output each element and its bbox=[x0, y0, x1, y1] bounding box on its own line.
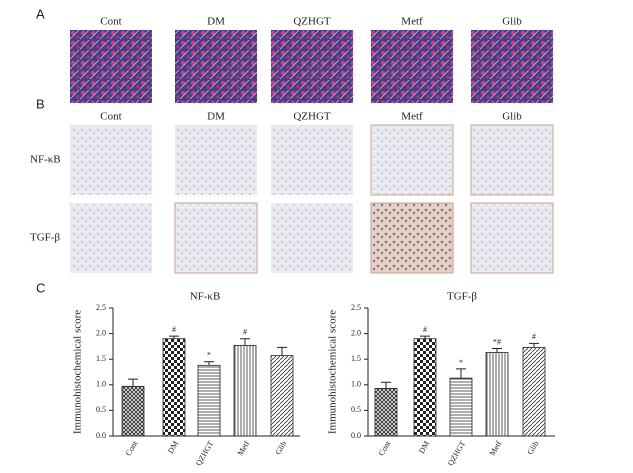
ihc-image bbox=[70, 203, 152, 273]
significance-mark: # bbox=[423, 325, 427, 334]
error-bar bbox=[420, 335, 430, 339]
chart-title: NF-κB bbox=[190, 291, 221, 303]
significance-mark: # bbox=[243, 328, 247, 337]
column-label: QZHGT bbox=[293, 111, 331, 123]
y-tick-label: 2.0 bbox=[351, 328, 361, 337]
he-image bbox=[175, 30, 257, 103]
bar bbox=[522, 347, 546, 437]
column-label: Metf bbox=[401, 16, 423, 28]
error-bar bbox=[381, 381, 391, 389]
ihc-image bbox=[70, 125, 152, 195]
significance-mark: # bbox=[172, 325, 176, 334]
column-label: Cont bbox=[100, 16, 121, 28]
bar bbox=[233, 344, 257, 437]
y-tick-label: 0.0 bbox=[96, 431, 106, 440]
he-image bbox=[271, 30, 353, 103]
chart-title: TGF-β bbox=[447, 291, 477, 303]
y-axis-title: Immunohistochemical score bbox=[72, 310, 84, 434]
significance-mark: # bbox=[532, 332, 536, 341]
bar bbox=[121, 385, 145, 437]
ihc-image bbox=[174, 202, 258, 274]
ihc-image bbox=[370, 202, 454, 274]
x-tick-label: Cont bbox=[377, 439, 393, 458]
error-bar bbox=[492, 347, 502, 353]
x-tick-label: Glib bbox=[273, 439, 288, 456]
ihc-image bbox=[470, 202, 554, 274]
column-label: DM bbox=[207, 16, 225, 28]
ihc-image bbox=[271, 125, 353, 195]
bar bbox=[413, 338, 437, 437]
x-tick-label: Glib bbox=[525, 439, 540, 456]
significance-mark: * bbox=[459, 358, 463, 367]
ihc-image bbox=[271, 203, 353, 273]
y-tick-label: 2.0 bbox=[96, 328, 106, 337]
y-tick-label: 1.0 bbox=[351, 380, 361, 389]
error-bar bbox=[456, 368, 466, 379]
column-label: QZHGT bbox=[293, 16, 331, 28]
row-label: NF-κB bbox=[30, 154, 61, 166]
y-tick-label: 0.5 bbox=[351, 405, 361, 414]
he-image bbox=[371, 30, 453, 103]
he-image bbox=[471, 30, 553, 103]
y-tick-label: 1.5 bbox=[96, 354, 106, 363]
ihc-image bbox=[470, 124, 554, 196]
ihc-image bbox=[175, 125, 257, 195]
ihc-image bbox=[370, 124, 454, 196]
error-bar bbox=[128, 378, 138, 387]
x-tick-label: QZHGT bbox=[194, 439, 215, 467]
x-tick-label: Metf bbox=[236, 439, 252, 457]
bar bbox=[485, 352, 509, 437]
row-label: TGF-β bbox=[30, 232, 60, 244]
panel-label: C bbox=[36, 280, 45, 295]
y-tick-label: 1.0 bbox=[96, 380, 106, 389]
significance-mark: *# bbox=[493, 337, 501, 346]
y-axis-title: Immunohistochemical score bbox=[327, 310, 339, 434]
panel-label: A bbox=[36, 6, 45, 21]
column-label: Glib bbox=[502, 16, 522, 28]
error-bar bbox=[277, 346, 287, 356]
significance-mark: * bbox=[207, 351, 211, 360]
bar bbox=[270, 355, 294, 437]
bar bbox=[162, 338, 186, 437]
x-tick-label: DM bbox=[166, 439, 180, 455]
column-label: Cont bbox=[100, 111, 121, 123]
x-tick-label: Metf bbox=[488, 439, 504, 457]
bar bbox=[449, 377, 473, 437]
panel-label: B bbox=[36, 96, 45, 111]
y-tick-label: 0.0 bbox=[351, 431, 361, 440]
error-bar bbox=[240, 338, 250, 346]
y-tick-label: 1.5 bbox=[351, 354, 361, 363]
x-tick-label: DM bbox=[417, 439, 431, 455]
error-bar bbox=[169, 335, 179, 339]
bar bbox=[197, 364, 221, 437]
y-tick-label: 2.5 bbox=[96, 303, 106, 312]
error-bar bbox=[204, 361, 214, 366]
y-tick-label: 0.5 bbox=[96, 405, 106, 414]
bar bbox=[374, 387, 398, 437]
column-label: Glib bbox=[502, 111, 522, 123]
x-tick-label: QZHGT bbox=[446, 439, 467, 467]
y-tick-label: 2.5 bbox=[351, 303, 361, 312]
x-tick-label: Cont bbox=[124, 439, 140, 458]
he-image bbox=[70, 30, 152, 103]
column-label: DM bbox=[207, 111, 225, 123]
column-label: Metf bbox=[401, 111, 423, 123]
error-bar bbox=[529, 342, 539, 348]
